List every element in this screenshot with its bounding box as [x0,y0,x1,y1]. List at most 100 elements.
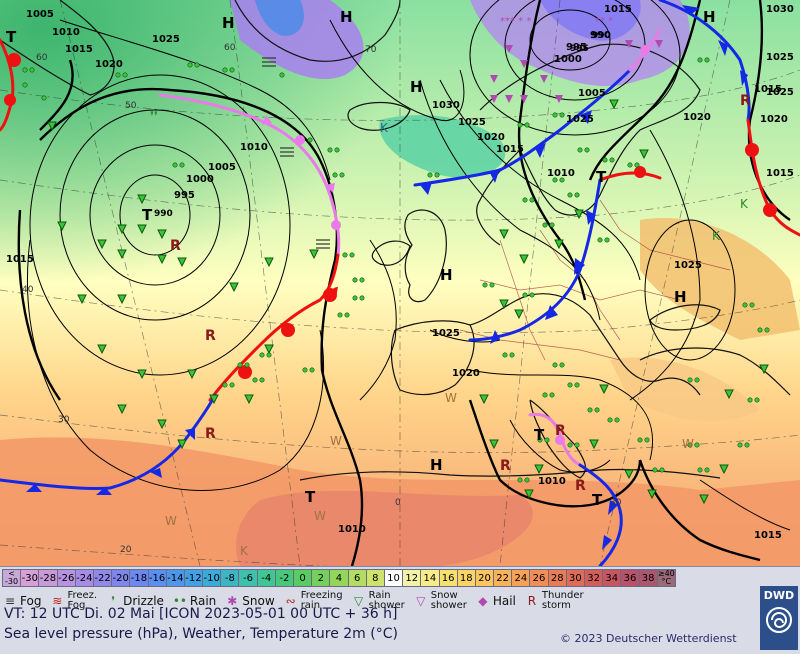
weather-legend-label: Snow [242,594,275,608]
coast-italy [529,399,587,479]
warm-front-bump-8 [4,94,16,106]
isobar-1010-thick-ne [588,0,702,181]
warm-front-bump-3 [238,365,252,379]
thunderstorm-symbol-4: R [500,458,511,474]
grid-lat-30 [0,414,800,453]
coast-turkey [639,347,791,396]
snow-shower-3 [520,60,528,68]
snow-shower-9 [625,40,633,48]
cold-front-tri-5 [420,182,432,195]
cold-front-tri-12 [586,210,596,225]
thunderstorm-symbol-2: R [205,328,216,344]
weather-legend-item: ◆ Hail [475,594,516,608]
isobar-995-n [529,9,611,71]
isobar-label: 1020 [683,112,711,123]
drizzle-icon: ❜ [111,594,116,608]
scale-cell: -6 [238,569,258,587]
isobar-1010 [29,74,291,376]
isobar-1030 [329,19,465,122]
warm-symbol-w-3: W [314,509,326,523]
weather-legend-item: ❜ Drizzle [105,594,164,608]
temperature-scale: < -30 -30 -28 -26 -24 -22 -20 -18 -16 -14 -12 -10 -8… [2,569,676,589]
borders [459,199,731,361]
isobar-label: 1005 [208,162,236,173]
scale-cell: 6 [347,569,367,587]
cold-front-tri-1 [96,487,112,495]
scale-cell: 24 [511,569,531,587]
scale-cell: -10 [202,569,222,587]
other-weather-symbols: R R R R R R R ❜❜ K K K K W W W W W [150,57,751,558]
scale-high-cell: ≥40 °C [656,569,676,587]
thunderstorm-symbol-3: R [205,426,216,442]
low-center: T [534,426,545,444]
grid-lon-5 [599,0,731,566]
isobar-label: 1020 [477,132,505,143]
snow-shower-icon: ▽ [416,594,426,608]
center-values: 990 995 990 [154,31,611,219]
snow-cluster-1: *** * * [500,16,531,27]
isobar-label: 1015 [754,84,782,95]
fog-symbol-3 [316,239,330,249]
east-europe-warm [640,218,800,340]
grid-label: 60 [36,53,48,63]
cold-front-tri-7 [535,143,546,158]
snow-icon: ✱ [227,594,238,608]
snow-shower-4 [540,75,548,83]
high-center: H [440,266,453,284]
cold-front-tri-14 [545,305,558,320]
isobar-label: 1015 [754,530,782,541]
grid-label: 70 [365,45,377,55]
warm-symbol-w-1: W [330,434,342,448]
graticule [0,0,800,566]
scale-low-cell: < -30 [2,569,22,587]
warm-symbol-w-5: W [165,514,177,528]
cold-front-tri-3 [150,468,162,478]
isobar-1015-thick-far-w [17,209,61,401]
valid-time: VT: 12 UTC Di. 02 Mai [ICON 2023-05-01 0… [4,606,398,622]
scale-cell: 4 [329,569,349,587]
weather-legend-label: Snow shower [430,590,467,611]
grid-lat-50 [0,174,800,221]
occ-tri-2 [325,183,335,193]
copyright: © 2023 Deutscher Wetterdienst [560,632,737,645]
isobar-label: 995 [174,190,195,201]
isobar-1015-med [469,369,654,461]
snow-shower-2 [505,45,513,53]
scale-cell: 34 [602,569,622,587]
border-1 [479,279,681,301]
scale-cell: 20 [474,569,495,587]
grid-label: 60 [224,43,236,53]
high-center: H [410,78,423,96]
center-value: 990 [154,209,173,219]
scale-cell: 36 [620,569,640,587]
weather-legend-item: •• Rain [172,594,216,608]
isobars-thick [17,0,791,566]
isobar-label: 1020 [760,114,788,125]
grid-label: 30 [610,498,622,508]
isobar-1015-scand [439,79,641,281]
weather-legend-item: ≡ Fog [2,594,41,608]
high-center: H [674,288,687,306]
isobar-label: 1015 [65,44,93,55]
freezing-fog-icon: ≋ [52,594,63,608]
graticule-labels: 60 50 40 30 20 60 70 0 30 [22,43,622,555]
scale-cell: 12 [402,569,422,587]
scale-cell: -22 [92,569,113,587]
scale-cell: 14 [420,569,440,587]
scale-cell: -26 [56,569,76,587]
isobar-label: 1025 [152,34,180,45]
weather-legend-item: ▽ Rain shower [351,591,405,611]
dwd-logo-text: DWD [763,589,795,602]
low-center: T [592,491,603,509]
rain-shower-cluster-1 [47,121,319,450]
weather-legend-label: Fog [20,594,42,608]
cold-front-tri-4 [185,428,195,440]
isobar-1005 [59,109,251,321]
cold-front-north [413,68,632,187]
cloud-symbol-k-4: K [240,544,249,558]
scale-cell: -14 [165,569,185,587]
isobar-label: 1025 [766,52,794,63]
scale-cell: -12 [183,569,204,587]
high-center: H [340,8,353,26]
weather-legend-item: ≋ Freez. Fog [49,591,97,611]
